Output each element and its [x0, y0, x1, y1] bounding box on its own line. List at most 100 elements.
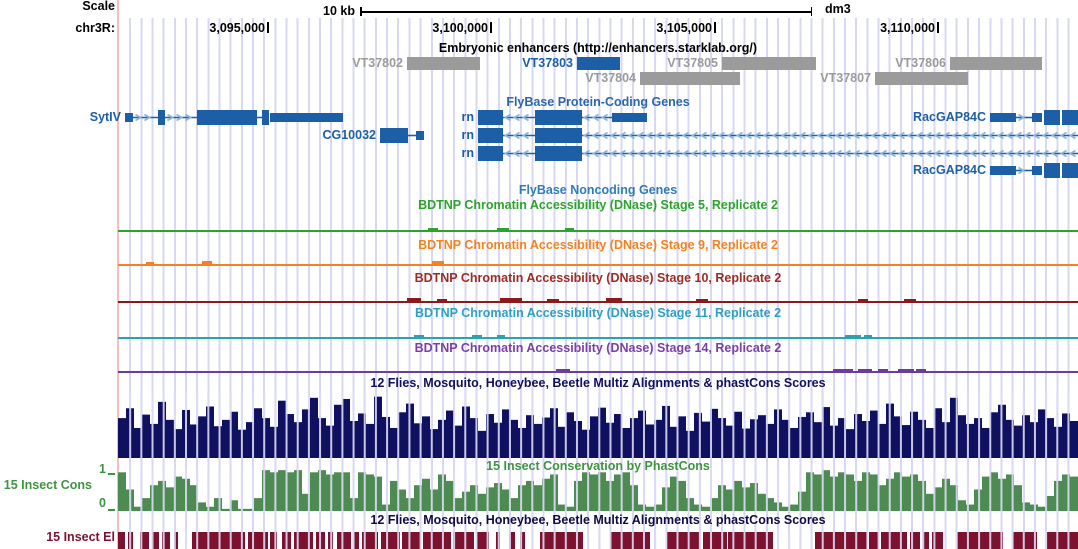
conserved-element-block[interactable] [881, 532, 907, 549]
conserved-element-block[interactable] [192, 532, 245, 549]
conserved-element-block[interactable] [540, 532, 583, 549]
conserved-element-block[interactable] [162, 532, 170, 549]
conserved-element-block[interactable] [1013, 532, 1037, 549]
gene-exon[interactable] [478, 146, 503, 161]
gene-exon[interactable] [535, 146, 582, 161]
conserved-element-block[interactable] [923, 532, 929, 549]
signal-peak[interactable] [432, 261, 444, 264]
signal-peak[interactable] [414, 335, 424, 337]
signal-peak[interactable] [864, 335, 872, 337]
signal-baseline[interactable] [118, 230, 1078, 232]
conserved-element-block[interactable] [815, 532, 867, 549]
signal-peak[interactable] [858, 299, 868, 301]
gene-exon[interactable] [197, 110, 257, 125]
signal-baseline[interactable] [118, 337, 1078, 339]
conserved-element-block[interactable] [270, 532, 277, 549]
signal-peak[interactable] [858, 369, 872, 371]
enhancer-label[interactable]: VT37803 [522, 56, 573, 70]
signal-baseline[interactable] [118, 301, 1078, 303]
gene-exon[interactable] [478, 110, 503, 125]
gene-label[interactable]: rn [461, 146, 475, 160]
signal-peak[interactable] [202, 261, 212, 264]
signal-peak[interactable] [898, 369, 914, 371]
gene-exon[interactable] [612, 113, 647, 122]
conservation-left-label[interactable]: 15 Insect Cons [3, 478, 92, 492]
signal-peak[interactable] [916, 369, 926, 371]
conserved-element-block[interactable] [402, 532, 421, 549]
signal-baseline[interactable] [118, 264, 1078, 266]
conserved-element-block[interactable] [1047, 532, 1078, 549]
signal-peak[interactable] [878, 369, 888, 371]
conserved-element-block[interactable] [520, 532, 525, 549]
signal-peak[interactable] [500, 298, 522, 301]
conserved-element-block[interactable] [423, 532, 451, 549]
conserved-element-block[interactable] [337, 532, 351, 549]
conserved-element-block[interactable] [667, 532, 700, 549]
track-title[interactable]: BDTNP Chromatin Accessibility (DNase) St… [414, 306, 782, 320]
conserved-element-block[interactable] [453, 532, 474, 549]
signal-peak[interactable] [547, 299, 559, 301]
enhancer-box[interactable] [875, 72, 968, 85]
gene-exon[interactable] [535, 128, 582, 143]
conserved-element-block[interactable] [140, 532, 149, 549]
gene-exon[interactable] [1032, 166, 1042, 175]
multiz-track-title[interactable]: 12 Flies, Mosquito, Honeybee, Beetle Mul… [370, 376, 826, 390]
enhancer-box[interactable] [950, 57, 1042, 70]
enhancer-label[interactable]: VT37807 [820, 71, 871, 85]
gene-exon[interactable] [990, 113, 1016, 122]
gene-exon[interactable] [478, 128, 503, 143]
signal-peak[interactable] [437, 299, 447, 301]
conserved-element-block[interactable] [118, 532, 125, 549]
gene-exon[interactable] [158, 110, 165, 125]
conserved-element-block[interactable] [910, 532, 920, 549]
noncoding-genes-track-title[interactable]: FlyBase Noncoding Genes [518, 183, 678, 197]
conserved-element-block[interactable] [610, 532, 650, 549]
conserved-element-block[interactable] [174, 532, 178, 549]
conserved-element-block[interactable] [869, 532, 879, 549]
signal-peak[interactable] [146, 262, 154, 264]
gene-exon[interactable] [1062, 163, 1078, 178]
signal-peak[interactable] [407, 298, 421, 301]
enhancer-box[interactable] [640, 72, 740, 85]
signal-peak[interactable] [565, 228, 574, 230]
enhancer-label[interactable]: VT37804 [585, 71, 636, 85]
gene-exon[interactable] [125, 113, 133, 122]
coding-genes-track-title[interactable]: FlyBase Protein-Coding Genes [506, 95, 690, 109]
enhancer-track-title[interactable]: Embryonic enhancers (http://enhancers.st… [438, 41, 758, 55]
gene-exon[interactable] [1044, 163, 1060, 178]
enhancer-box[interactable] [722, 57, 816, 70]
gene-structures[interactable] [0, 108, 1078, 180]
track-title[interactable]: BDTNP Chromatin Accessibility (DNase) St… [418, 198, 778, 212]
elements-left-label[interactable]: 15 Insect El [46, 530, 115, 544]
signal-peak[interactable] [472, 335, 482, 337]
signal-peak[interactable] [556, 369, 570, 371]
conservation-wiggle[interactable] [118, 468, 1078, 511]
signal-peak[interactable] [606, 298, 622, 301]
signal-peak[interactable] [833, 369, 853, 371]
gene-exon[interactable] [262, 110, 269, 125]
gene-exon[interactable] [535, 110, 582, 125]
gene-exon[interactable] [1062, 110, 1078, 125]
track-title[interactable]: BDTNP Chromatin Accessibility (DNase) St… [414, 271, 782, 285]
conserved-element-block[interactable] [703, 532, 727, 549]
track-title[interactable]: BDTNP Chromatin Accessibility (DNase) St… [414, 341, 782, 355]
signal-peak[interactable] [904, 299, 916, 301]
enhancer-box[interactable] [407, 57, 480, 70]
gene-exon[interactable] [990, 166, 1016, 175]
conserved-element-block[interactable] [509, 532, 515, 549]
gene-label[interactable]: rn [461, 128, 475, 142]
gene-label[interactable]: rn [461, 110, 475, 124]
gene-exon[interactable] [1032, 113, 1042, 122]
gene-label[interactable]: CG10032 [322, 128, 376, 142]
conserved-elements[interactable] [118, 532, 1078, 549]
signal-peak[interactable] [845, 335, 861, 337]
conserved-element-block[interactable] [362, 532, 378, 549]
elements-track-title[interactable]: 12 Flies, Mosquito, Honeybee, Beetle Mul… [370, 513, 826, 527]
gene-exon[interactable] [416, 131, 424, 140]
enhancer-box[interactable] [577, 57, 620, 70]
conservation-track-title[interactable]: 15 Insect Conservation by PhastCons [486, 459, 710, 473]
conserved-element-block[interactable] [728, 532, 773, 549]
signal-peak[interactable] [428, 228, 438, 230]
signal-peak[interactable] [497, 335, 505, 337]
signal-peak[interactable] [696, 299, 708, 301]
